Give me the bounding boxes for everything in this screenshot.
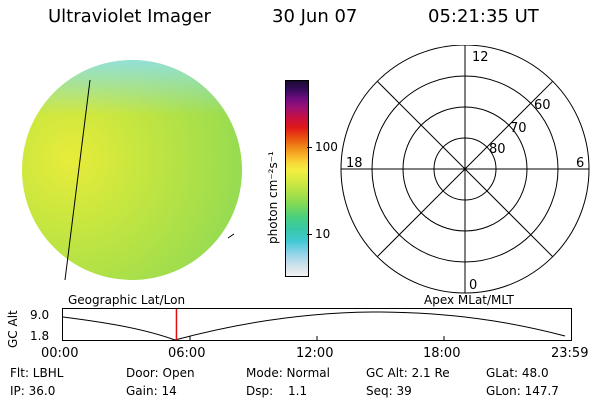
colorbar-label-10: 10 [315,227,331,241]
apex-label: Apex MLat/MLT [424,293,514,307]
time-label: 05:21:35 UT [428,6,539,27]
color-scale-bar [285,80,309,277]
gain-info: Gain: 14 [126,384,177,398]
polar-diagonal-2 [376,80,554,258]
altitude-timeline [62,308,572,341]
instrument-title: Ultraviolet Imager [48,6,211,27]
dsp-value: 1.1 [288,384,308,398]
colorbar-tick-100 [307,147,312,148]
terminator-line [64,79,91,281]
timeline-frame [62,308,572,341]
colorbar-label-100: 100 [315,140,338,154]
dsp-label: Dsp: [246,384,274,398]
filter-info: Flt: LBHL [10,366,64,380]
gc-alt-info: GC Alt: 2.1 Re [366,366,450,380]
date-label: 30 Jun 07 [272,6,358,27]
mlt-label-18: 18 [346,156,363,171]
mlt-label-0: 0 [469,278,477,293]
lat-label-60: 60 [534,98,551,113]
x-tick-0600: 06:00 [168,346,206,361]
y-label-bottom: 1.8 [30,329,50,343]
ip-info: IP: 36.0 [10,384,56,398]
glat-info: GLat: 48.0 [486,366,549,380]
lat-label-70: 70 [510,121,527,136]
colorbar-unit-label: photon cm⁻²s⁻¹ [266,151,280,244]
glon-info: GLon: 147.7 [486,384,559,398]
disk-rim-glow [22,60,242,280]
mlt-label-12: 12 [472,50,489,65]
seq-info: Seq: 39 [366,384,412,398]
mode-info: Mode: Normal [246,366,330,380]
uv-earth-image [22,60,242,281]
x-tick-0000: 00:00 [41,346,79,361]
lat-label-80: 80 [489,142,506,157]
gc-alt-axis-title: GC Alt [6,310,20,348]
y-label-top: 9.0 [30,308,50,322]
altitude-curve [62,311,566,341]
mlt-label-6: 6 [576,156,584,171]
geographic-label: Geographic Lat/Lon [68,293,186,307]
x-tick-2359: 23:59 [551,346,589,361]
door-info: Door: Open [126,366,195,380]
colorbar-tick-10 [307,234,312,235]
x-tick-1800: 18:00 [423,346,461,361]
x-tick-1200: 12:00 [296,346,334,361]
disk-tick-mark [227,233,235,239]
polar-grid: 12 6 0 18 60 70 80 [340,45,590,294]
